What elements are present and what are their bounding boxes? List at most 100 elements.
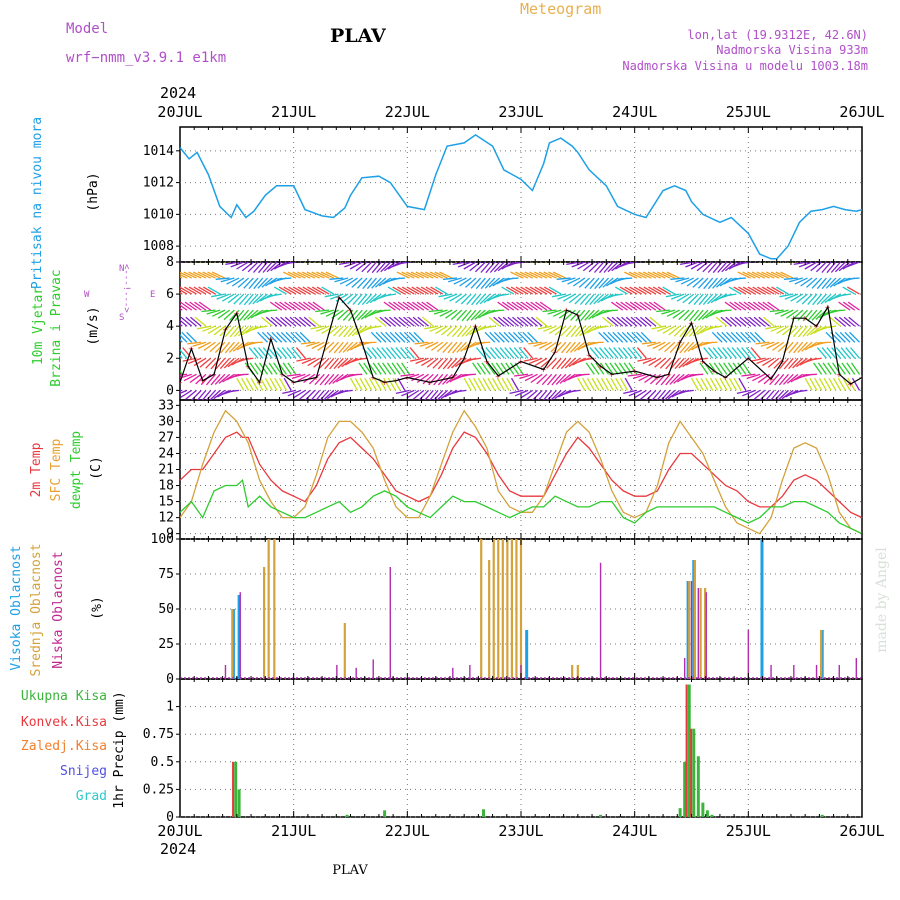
wind-arrow <box>508 331 519 343</box>
wind-arrow <box>311 341 325 350</box>
wind-arrow <box>436 389 448 400</box>
cloud-bar <box>838 665 840 679</box>
wind-arrow <box>781 389 794 400</box>
wind-arrow <box>394 331 406 343</box>
wind-arrow <box>421 301 434 311</box>
wind-arrow <box>797 325 808 338</box>
wind-arrow <box>814 377 823 391</box>
wind-arrow <box>543 271 557 279</box>
wind-arrow <box>726 347 737 359</box>
cloud-bar <box>336 665 338 679</box>
wind-arrow <box>351 325 363 337</box>
wind-arrow <box>825 277 837 289</box>
wind-arrow <box>328 341 340 354</box>
wind-arrow <box>639 316 652 327</box>
wind-arrow <box>384 316 396 327</box>
wind-arrow <box>193 286 207 295</box>
wind-arrow <box>392 377 401 391</box>
wind-arrow <box>670 277 685 280</box>
wind-arrow <box>673 373 685 384</box>
legend-freezing-rain: Zaledj.Kisa <box>21 739 107 754</box>
wind-arrow <box>210 293 226 298</box>
wind-arrow <box>488 277 501 288</box>
wind-arrow <box>470 309 482 321</box>
wind-arrow <box>843 316 856 327</box>
wind-arrow <box>631 331 643 343</box>
wind-arrow <box>337 309 349 321</box>
gust-marker: + <box>370 374 376 384</box>
wind-arrow <box>702 262 714 273</box>
wind-arrow <box>810 325 823 336</box>
y-tick-label: 50 <box>158 602 174 617</box>
wind-arrow <box>665 373 676 386</box>
wind-arrow <box>371 277 382 289</box>
wind-arrow <box>644 316 657 327</box>
wind-arrow <box>227 293 240 304</box>
wind-arrow <box>828 377 837 391</box>
wind-arrow <box>485 347 496 359</box>
wind-arrow <box>584 277 595 289</box>
wind-arrow <box>196 325 211 330</box>
y-tick-label: 33 <box>158 398 174 413</box>
wind-arrow <box>608 347 619 359</box>
gust-marker: + <box>313 374 319 384</box>
wind-arrow <box>648 301 661 311</box>
wind-arrow <box>399 331 411 343</box>
wind-arrow <box>192 341 207 347</box>
wind-arrow <box>320 271 335 279</box>
wind-arrow <box>180 301 193 311</box>
wind-arrow <box>536 373 548 385</box>
wind-arrow <box>759 389 771 400</box>
wind-arrow <box>250 377 259 391</box>
wind-arrow <box>528 357 543 365</box>
wind-arrow <box>286 347 297 359</box>
wind-arrow <box>245 377 254 391</box>
wind-arrow <box>563 373 576 383</box>
model-elevation-label: Nadmorska Visina u modelu 1003.18m <box>622 59 868 73</box>
wind-arrow <box>316 271 330 279</box>
wind-arrow <box>743 301 756 311</box>
wind-arrow <box>551 373 562 386</box>
x-tick-label-top: 20JUL <box>157 103 202 121</box>
wind-arrow <box>629 301 643 311</box>
gust-marker: + <box>427 378 433 388</box>
wind-arrow <box>600 377 610 391</box>
wind-arrow <box>752 373 766 382</box>
cloud-bar <box>599 562 602 679</box>
elevation-label: Nadmorska Visina 933m <box>716 43 868 57</box>
wind-arrow <box>614 286 628 295</box>
wind-arrow <box>688 293 699 305</box>
wind-arrow <box>534 286 548 295</box>
wind-arrow <box>524 271 538 279</box>
wind-arrow <box>502 316 515 327</box>
wind-arrow <box>594 262 605 273</box>
wind-arrow <box>477 377 486 391</box>
wind-arrow <box>420 286 434 295</box>
wind-arrow <box>182 347 193 359</box>
wind-arrow <box>267 293 282 298</box>
wind-arrow <box>504 277 519 280</box>
wind-arrow <box>387 286 401 295</box>
wind-arrow <box>632 373 647 380</box>
wind-arrow <box>227 357 240 368</box>
wind-arrow <box>533 341 548 347</box>
wind-arrow <box>700 377 709 391</box>
wind-arrow <box>512 331 524 343</box>
y-tick-label: 2 <box>166 351 174 366</box>
wind-arrow <box>842 377 851 391</box>
wind-arrow <box>554 389 567 400</box>
wind-arrow <box>367 325 382 329</box>
wind-arrow <box>666 271 680 279</box>
wind-arrow <box>604 362 614 375</box>
wind-arrow <box>756 271 770 279</box>
wind-arrow <box>645 389 657 400</box>
wind-arrow <box>301 357 316 365</box>
wind-arrow <box>708 347 718 359</box>
wind-arrow <box>770 325 784 332</box>
x-tick-label-top: 26JUL <box>839 103 884 121</box>
wind-arrow <box>618 347 628 359</box>
wind-arrow <box>202 325 216 332</box>
wind-arrow <box>788 341 799 354</box>
wind-arrow <box>792 357 804 369</box>
x-tick-label-top: 25JUL <box>726 103 771 121</box>
